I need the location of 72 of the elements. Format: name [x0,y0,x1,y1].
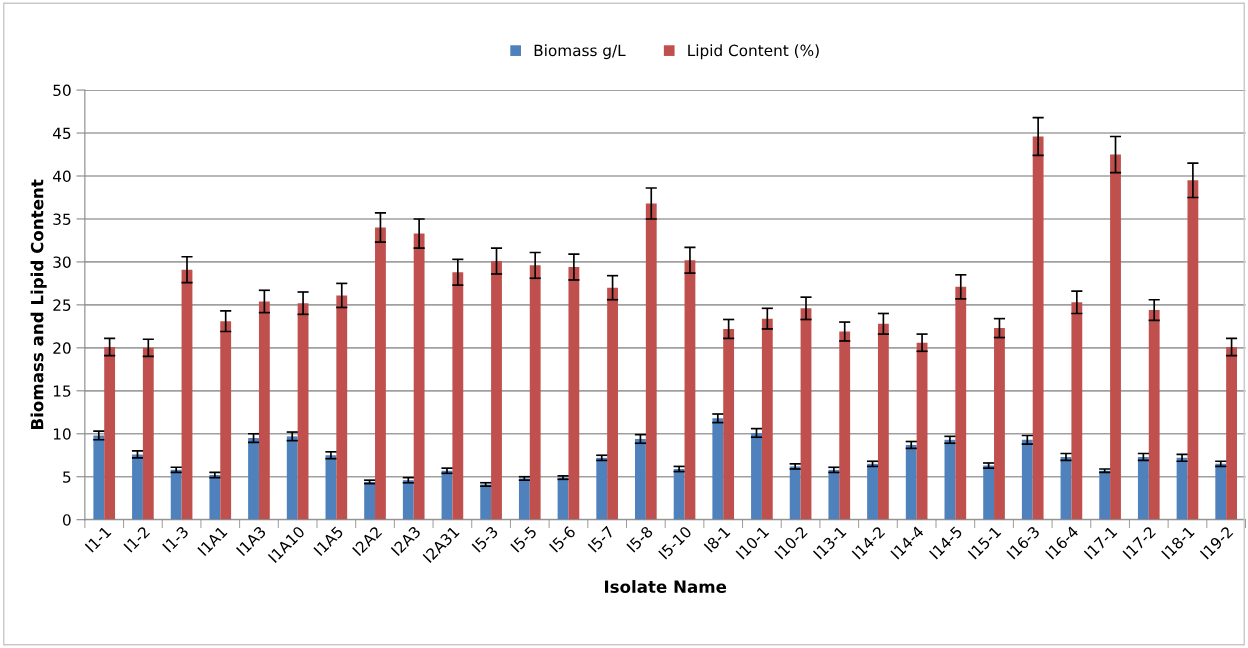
bar [877,323,889,520]
bar [132,454,143,520]
bar [491,261,502,520]
bar [1099,470,1111,520]
bar [635,438,646,520]
bar [104,346,116,520]
bar [1110,154,1121,520]
legend-label: Biomass g/L [534,44,626,60]
bar [336,295,348,520]
bar [983,465,995,520]
bar [684,260,696,520]
bar [712,418,724,520]
bar [1021,439,1033,520]
bar [1226,346,1237,520]
y-tick-label: 30 [53,256,71,268]
y-tick-label: 0 [62,514,71,526]
bar [994,328,1005,520]
bar [364,481,376,520]
bar [723,328,735,520]
y-tick-label: 45 [52,127,71,140]
bar [1148,310,1160,520]
y-tick-label: 15 [53,385,71,397]
bar [1215,463,1227,520]
bar [413,233,425,520]
bar [1032,136,1044,520]
bar [828,469,840,520]
bar [839,331,851,520]
bar [1187,180,1199,520]
y-axis-title: Biomass and Lipid Content [30,179,47,430]
bar [480,484,492,520]
bar [93,435,105,520]
bar [170,469,182,520]
y-tick-label: 25 [53,299,71,311]
bar [751,432,762,520]
bar [568,267,580,520]
bar [248,438,259,520]
bar [452,272,464,520]
bar [916,342,928,520]
bar [529,265,541,520]
bar [1071,302,1083,520]
bar [402,480,414,520]
bar [181,269,193,520]
x-tick-label: I1-3 [162,525,190,553]
bar [761,318,773,520]
bar [867,463,878,520]
y-tick-label: 40 [52,170,71,183]
y-tick-label: 5 [63,471,71,483]
bar [258,301,270,520]
bar [1137,456,1149,520]
bar [220,321,232,520]
bar [673,469,685,520]
legend-label: Lipid Content (%) [688,44,819,60]
bar [955,286,967,520]
bar [800,308,812,520]
bar [607,287,618,520]
x-tick-label: I1-1 [84,525,112,553]
bar [518,478,530,520]
bar [209,475,221,520]
bar [297,303,309,520]
y-tick-label: 50 [53,84,71,97]
x-axis-title: Isolate Name [604,580,727,593]
bar [789,466,801,520]
bar [142,347,154,520]
bar [286,436,298,520]
bar [375,227,386,520]
y-tick-label: 10 [53,428,71,440]
bar [596,457,608,520]
y-tick-label: 35 [53,213,71,225]
bar [905,444,917,520]
x-tick-label: I8-1 [703,525,731,553]
y-tick-label: 20 [53,342,71,354]
bar [645,203,657,520]
